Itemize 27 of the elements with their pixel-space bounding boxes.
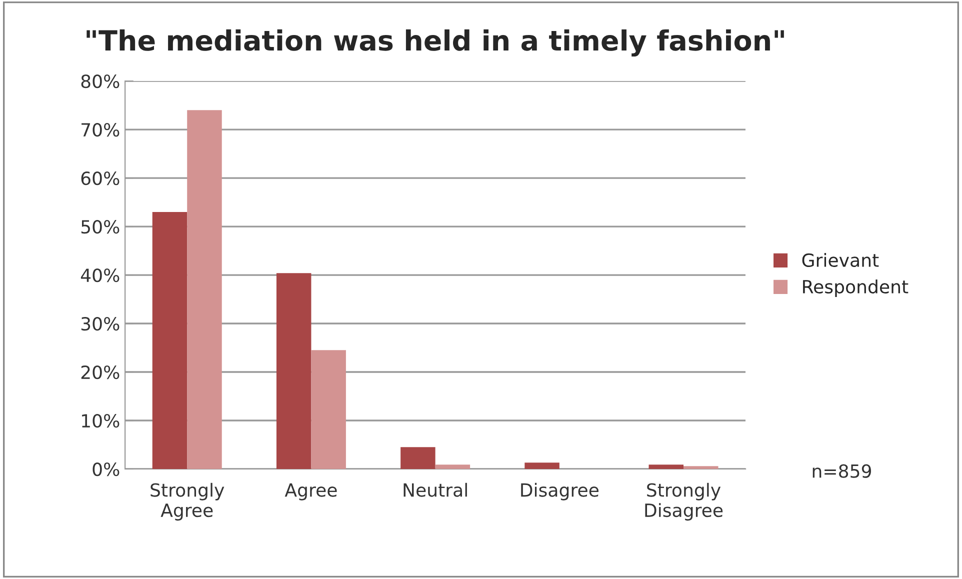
x-tick-label: Strongly Disagree bbox=[645, 482, 723, 521]
bar bbox=[648, 464, 684, 469]
legend-label: Respondent bbox=[803, 280, 908, 298]
y-tick-label: 20% bbox=[81, 365, 120, 380]
chart-title: "The mediation was held in a timely fashion" bbox=[86, 29, 784, 56]
y-tick-label: 70% bbox=[82, 123, 120, 137]
y-tick-label: 10% bbox=[82, 414, 120, 428]
bar bbox=[524, 462, 560, 469]
bar bbox=[311, 350, 346, 469]
bar bbox=[435, 464, 470, 469]
y-tick-label: 0% bbox=[92, 462, 120, 476]
bar bbox=[152, 212, 188, 469]
bar bbox=[684, 466, 718, 469]
x-tick-label: Agree bbox=[284, 483, 337, 500]
text: n=859 bbox=[812, 464, 871, 478]
x-tick-label: Neutral bbox=[404, 482, 467, 497]
x-tick-label: Strongly Agree bbox=[150, 482, 224, 521]
y-tick-label: 50% bbox=[81, 220, 120, 234]
x-tick-label: Disagree bbox=[521, 482, 598, 500]
y-tick-label: 30% bbox=[81, 316, 120, 331]
y-tick-label: 40% bbox=[80, 268, 120, 282]
bar bbox=[276, 273, 312, 469]
y-tick-label: 80% bbox=[81, 74, 120, 88]
legend-label: Grievant bbox=[802, 253, 879, 268]
bar bbox=[400, 447, 436, 469]
y-tick-label: 60% bbox=[81, 172, 120, 186]
bar bbox=[187, 110, 222, 469]
